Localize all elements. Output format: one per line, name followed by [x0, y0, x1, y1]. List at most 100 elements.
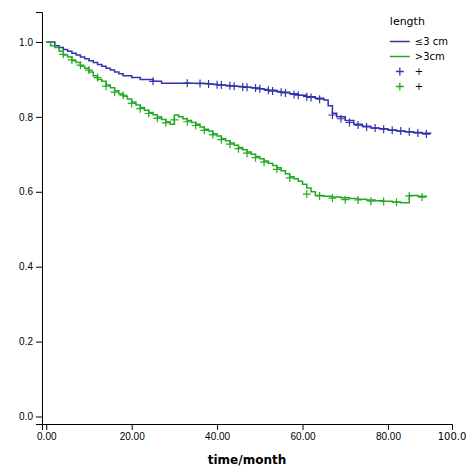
y-tick: 0.8	[19, 112, 42, 123]
censor-mark	[68, 56, 76, 64]
y-tick-mark	[36, 117, 42, 118]
censor-mark	[316, 95, 324, 103]
x-tick-label: 60.00	[291, 431, 316, 442]
censor-mark	[363, 123, 371, 131]
censor-mark	[294, 91, 302, 99]
y-tick-mark	[36, 342, 42, 343]
legend: length ≤3 cm >3cm + +	[390, 15, 448, 92]
censor-mark	[192, 121, 200, 129]
censor-mark	[183, 118, 191, 126]
censor-mark	[234, 145, 242, 153]
x-axis-title: time/month	[208, 453, 286, 467]
legend-item: +	[396, 81, 423, 92]
censor-mark	[303, 93, 311, 101]
legend-title: length	[390, 15, 425, 28]
censor-mark	[243, 83, 251, 91]
survival-curve	[46, 42, 426, 203]
censor-mark	[226, 140, 234, 148]
x-tick: 80.00	[376, 424, 401, 442]
censor-mark	[316, 192, 324, 200]
y-tick: 0.6	[19, 186, 42, 197]
censor-mark	[230, 82, 238, 90]
censor-mark	[196, 80, 204, 88]
censor-mark	[277, 88, 285, 96]
censor-mark	[85, 66, 93, 74]
censor-mark	[217, 136, 225, 144]
censor-mark	[149, 77, 157, 85]
censor-mark	[328, 194, 336, 202]
censor-mark	[346, 118, 354, 126]
x-tick-mark	[217, 424, 218, 430]
legend-label: ≤3 cm	[415, 36, 448, 47]
censor-mark	[371, 124, 379, 132]
y-tick: 1.0	[19, 37, 42, 48]
censor-mark	[273, 165, 281, 173]
censor-mark	[337, 115, 345, 123]
censor-mark	[414, 129, 422, 137]
x-tick-mark	[46, 424, 47, 430]
censor-mark	[264, 86, 272, 94]
legend-label: >3cm	[415, 51, 445, 62]
plot: 0.0020.0040.0060.0080.000.00.20.40.60.81…	[19, 13, 466, 468]
legend-symbol	[396, 68, 404, 76]
censor-mark	[341, 196, 349, 204]
censor-mark	[367, 197, 375, 205]
censor-mark	[328, 111, 336, 119]
y-tick: 0.2	[19, 336, 42, 347]
legend-item: >3cm	[390, 51, 445, 62]
censor-mark	[170, 116, 178, 124]
x-tick-label: 0.00	[37, 431, 57, 442]
censor-mark	[290, 90, 298, 98]
y-tick-label: 0.6	[19, 186, 33, 197]
x-tick: 0.00	[37, 424, 57, 442]
censor-mark	[94, 74, 102, 82]
x-tick: 40.00	[205, 424, 230, 442]
y-tick-mark	[36, 267, 42, 268]
legend-label: +	[415, 66, 423, 77]
censor-mark	[269, 87, 277, 95]
y-tick-mark	[36, 42, 42, 43]
censor-mark	[217, 81, 225, 89]
censor-mark	[145, 110, 153, 118]
x-axis-line	[43, 425, 453, 431]
y-tick: 0.4	[19, 261, 42, 272]
censor-mark	[76, 61, 84, 69]
y-tick-label: 1.0	[19, 37, 33, 48]
y-tick-mark	[36, 417, 42, 418]
censor-mark	[119, 91, 127, 99]
censor-mark	[111, 88, 119, 96]
censor-mark	[209, 131, 217, 139]
censor-mark	[380, 125, 388, 133]
marks	[46, 42, 430, 206]
legend-item: +	[396, 66, 423, 77]
censor-mark	[354, 196, 362, 204]
censor-mark	[252, 154, 260, 162]
x-tick: 60.00	[291, 424, 316, 442]
censor-mark	[200, 126, 208, 134]
legend-symbol	[390, 41, 410, 43]
chart: 0.0020.0040.0060.0080.000.00.20.40.60.81…	[0, 0, 474, 474]
legend-symbol	[396, 83, 404, 91]
censor-mark	[128, 99, 136, 107]
x-axis: 0.00 20.00 40.00 60.00 80.00	[37, 424, 452, 442]
censor-mark	[303, 190, 311, 198]
censor-mark	[380, 198, 388, 206]
legend-label: +	[415, 81, 423, 92]
censor-mark	[392, 198, 400, 206]
y-axis: 0.00.20.40.60.81.0	[19, 13, 42, 425]
censor-mark	[307, 93, 315, 101]
censor-mark	[422, 130, 430, 138]
survival-curve	[46, 42, 430, 134]
legend-item: ≤3 cm	[390, 36, 448, 47]
censor-mark	[59, 50, 67, 58]
censor-mark	[243, 149, 251, 157]
censor-mark	[256, 85, 264, 93]
y-tick-mark	[36, 192, 42, 193]
censor-mark	[281, 89, 289, 97]
censor-mark	[388, 126, 396, 134]
censor-mark	[162, 119, 170, 127]
x-tick-label: 20.00	[120, 431, 145, 442]
y-tick-label: 0.4	[19, 261, 33, 272]
censor-mark	[397, 127, 405, 135]
censor-mark	[153, 114, 161, 122]
